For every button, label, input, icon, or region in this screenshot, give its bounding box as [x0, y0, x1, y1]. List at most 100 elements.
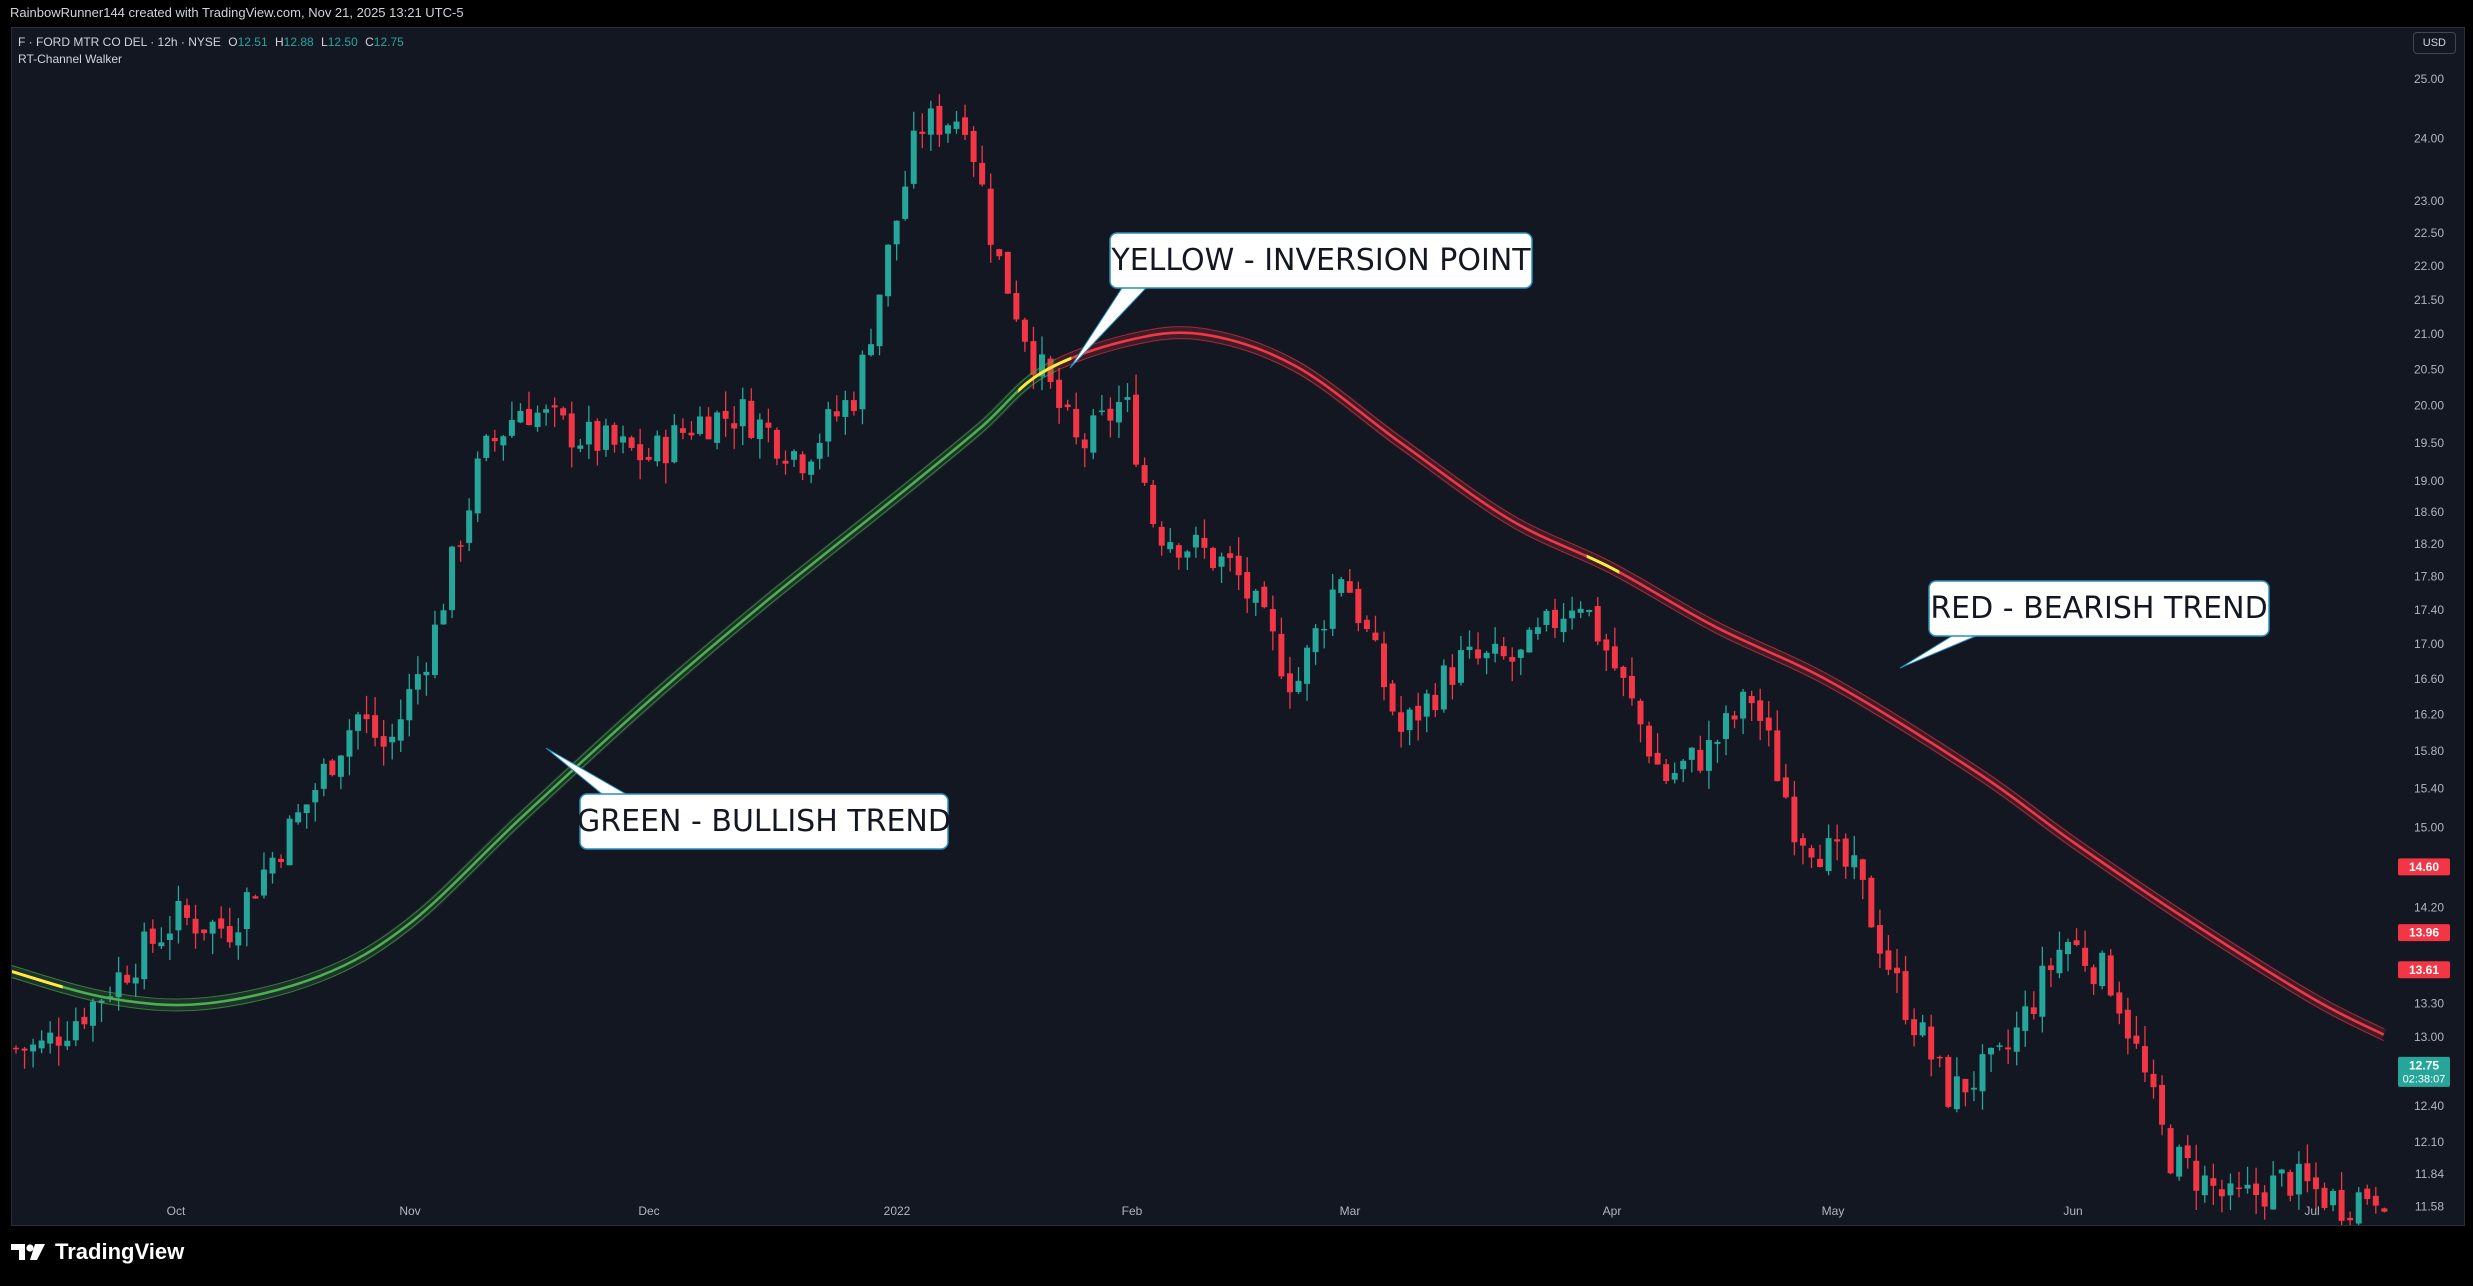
- candle-body: [1774, 730, 1781, 782]
- candle-body: [1184, 551, 1191, 558]
- candle-body: [1628, 675, 1635, 699]
- candle-body: [1834, 839, 1841, 842]
- candle-body: [645, 456, 652, 460]
- candle-body: [1210, 547, 1216, 569]
- candle-body: [2304, 1163, 2311, 1182]
- candle-body: [1056, 379, 1063, 408]
- callout-label: GREEN - BULLISH TREND: [577, 804, 951, 839]
- candle-body: [1603, 639, 1610, 651]
- candle-body: [1201, 537, 1208, 548]
- candle-body: [372, 715, 379, 738]
- candle-body: [1808, 848, 1815, 858]
- price-badge-label: 14.60: [2409, 860, 2439, 874]
- channel-upper: [12, 358, 1057, 1000]
- candle-body: [885, 244, 892, 297]
- candle-body: [55, 1036, 62, 1046]
- candle-body: [620, 436, 627, 443]
- candle-body: [902, 186, 909, 219]
- candle-body: [2236, 1187, 2242, 1190]
- low-label: L: [321, 35, 328, 49]
- candle-body: [2261, 1192, 2268, 1207]
- x-tick-label: May: [1822, 1204, 1845, 1218]
- channel-lower: [1056, 338, 2384, 1042]
- candle-body: [1372, 632, 1379, 641]
- candle-body: [568, 413, 575, 448]
- candle-body: [466, 510, 473, 543]
- candle-body: [1688, 747, 1695, 760]
- candlestick-chart[interactable]: 25.00 24.00 23.00 22.50 22.00 21.50 21.00 20.50…: [12, 28, 2464, 1225]
- candle-body: [1868, 877, 1875, 928]
- y-tick-label: 22.50: [2414, 226, 2444, 240]
- channel-band: [12, 358, 1057, 1012]
- candle-body: [1620, 666, 1627, 678]
- candle-body: [1705, 740, 1712, 771]
- candle-body: [697, 416, 703, 434]
- close-label: C: [365, 35, 374, 49]
- candle-body: [671, 425, 678, 463]
- candle-body: [1500, 646, 1507, 657]
- candle-body: [423, 671, 430, 676]
- candle-body: [1423, 693, 1430, 717]
- y-tick-label: 25.00: [2414, 72, 2444, 86]
- candle-body: [594, 421, 601, 451]
- candle-body: [1389, 683, 1396, 712]
- candle-body: [2150, 1073, 2157, 1088]
- candle-body: [355, 714, 361, 731]
- y-tick-label: 17.40: [2414, 603, 2444, 617]
- candle-body: [278, 858, 285, 862]
- candle-body: [1953, 1076, 1960, 1110]
- candle-body: [2330, 1190, 2337, 1206]
- callout-pointer: [1069, 287, 1148, 369]
- candle-body: [842, 400, 849, 417]
- candle-body: [799, 454, 806, 474]
- candle-body: [500, 436, 507, 446]
- y-tick-label: 21.00: [2414, 327, 2444, 341]
- candle-body: [124, 974, 131, 983]
- candle-body: [1577, 608, 1584, 613]
- candle-body: [611, 424, 618, 445]
- candle-body: [1483, 652, 1490, 659]
- candle-body: [1799, 838, 1806, 846]
- candle-body: [192, 918, 199, 934]
- candle-body: [295, 812, 302, 823]
- low-value: 12.50: [327, 35, 358, 49]
- candle-body: [47, 1032, 54, 1044]
- callout-box: [1109, 232, 1533, 289]
- candle-body: [1090, 415, 1097, 453]
- candle-body: [577, 445, 584, 449]
- chart-panel[interactable]: 25.00 24.00 23.00 22.50 22.00 21.50 21.00 20.50…: [11, 27, 2465, 1226]
- candle-body: [89, 1001, 96, 1026]
- candle-body: [508, 419, 515, 436]
- candle-body: [526, 409, 532, 426]
- tradingview-logo[interactable]: TradingView: [11, 1239, 184, 1265]
- candle-body: [1286, 673, 1293, 693]
- candle-body: [936, 105, 943, 135]
- candle-body: [2039, 965, 2046, 1017]
- candle-body: [389, 736, 396, 743]
- candle-body: [2210, 1178, 2217, 1186]
- candle-body: [2047, 965, 2054, 970]
- candle-body: [1013, 293, 1020, 320]
- candle-body: [654, 435, 661, 462]
- currency-button[interactable]: USD: [2412, 32, 2456, 54]
- indicator-name[interactable]: RT-Channel Walker: [18, 52, 123, 66]
- candle-body: [1141, 465, 1148, 483]
- candle-body: [1714, 741, 1721, 744]
- callout-label: RED - BEARISH TREND: [1930, 591, 2267, 626]
- candle-body: [1534, 627, 1541, 634]
- candle-body: [1415, 705, 1422, 721]
- candle-body: [175, 901, 182, 931]
- candle-body: [1030, 341, 1037, 375]
- candle-body: [252, 896, 259, 899]
- y-tick-label: 19.00: [2414, 474, 2444, 488]
- candle-body: [739, 399, 746, 427]
- candle-body: [115, 972, 122, 998]
- candle-body: [440, 610, 447, 625]
- candle-body: [1842, 838, 1849, 867]
- candle-body: [483, 435, 490, 458]
- y-tick-label: 24.00: [2414, 132, 2444, 146]
- candle-body: [149, 928, 156, 944]
- candle-body: [1740, 691, 1747, 719]
- candle-body: [2030, 1007, 2037, 1015]
- y-tick-label: 19.50: [2414, 436, 2444, 450]
